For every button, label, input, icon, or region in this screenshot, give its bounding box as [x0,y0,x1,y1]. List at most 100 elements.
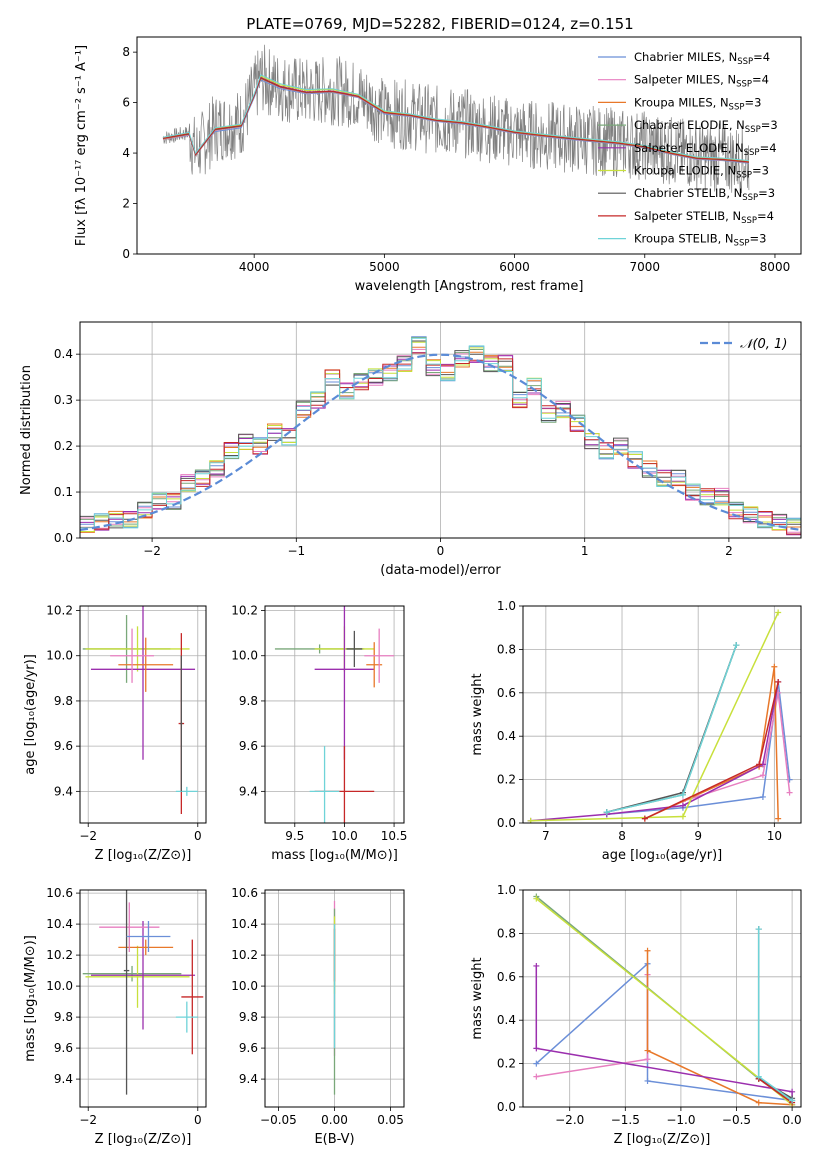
errorbar-plot-area [274,606,395,823]
x-tick-label: 9.5 [285,829,304,843]
x-axis-label: E(B-V) [314,1132,354,1147]
weight-marker [644,947,651,954]
y-tick-label: 10.2 [46,948,73,962]
axes-frame [522,605,802,824]
y-tick-label: 0.0 [54,531,73,545]
weight-marker [533,1060,540,1067]
panel-residuals: −2 −1 0 1 2 0.0 0.1 0.2 0.3 0.4 (data-model)/error… [19,321,802,578]
y-tick-label: 9.4 [54,1072,73,1086]
x-tick-label: 10 [767,829,782,843]
x-tick-label: 9 [694,829,702,843]
axes-frame [79,889,207,1108]
y-tick-label: 10.0 [231,979,258,993]
weight-marker [533,1073,540,1080]
y-tick-label: 0.2 [497,773,516,787]
x-tick-label: −1.5 [611,1113,640,1127]
y-tick-label: 0.3 [54,393,73,407]
y-tick-label: 8 [122,45,130,59]
y-axis-label: mass [log₁₀(M/M⊙)] [23,935,38,1062]
legend-label: Chabrier MILES, NSSP=4 [634,50,770,67]
y-tick-label: 0.4 [497,1013,516,1027]
x-tick-label: −2 [79,1113,97,1127]
y-axis-label: age [log₁₀(age/yr)] [23,654,38,775]
y-tick-label: 9.4 [239,784,258,798]
x-tick-label: 2 [725,544,733,558]
weight-marker [679,791,686,798]
y-axis-label: mass weight [470,957,485,1039]
legend-label: Kroupa MILES, NSSP=3 [634,95,761,112]
x-axis-label: Z [log₁₀(Z/Z⊙)] [614,1132,711,1147]
y-tick-label: 0.4 [54,347,73,361]
y-axis-label: mass weight [470,673,485,755]
model-spectrum-line [162,74,749,162]
weight-marker [771,663,778,670]
y-tick-label: 10.2 [231,604,258,618]
errorbar-plot-area [82,606,198,814]
x-tick-label: 0.0 [783,1113,802,1127]
weight-series-line [682,692,791,803]
weight-marker [775,815,782,822]
x-tick-label: 8 [618,829,626,843]
axes-frame [79,321,802,539]
weight-marker [759,772,766,779]
legend-label: 𝒩(0, 1) [740,337,787,352]
panel-weight-vs-age: 7 8 9 10 0.0 0.2 0.4 0.6 0.8 1.0 age [log₁₀(age/yr… [470,599,802,863]
legend-label: Kroupa ELODIE, NSSP=3 [634,164,769,181]
axes-frame [522,889,802,1108]
weight-marker [533,895,540,902]
x-axis-label: mass [log₁₀(M/M⊙)] [271,848,398,863]
y-tick-label: 10.0 [231,649,258,663]
y-tick-label: 9.6 [239,1041,258,1055]
y-tick-label: 0.1 [54,485,73,499]
legend-label: Salpeter MILES, NSSP=4 [634,73,769,90]
y-tick-label: 0.6 [497,970,516,984]
x-tick-label: 0 [194,1113,202,1127]
weight-series-line [644,666,779,820]
axes-frame [264,889,405,1108]
y-tick-label: 0.8 [497,926,516,940]
x-tick-label: 6000 [499,260,530,274]
x-axis-label: (data-model)/error [380,563,501,578]
x-tick-label: 5000 [369,260,400,274]
weight-marker [755,1073,762,1080]
weight-marker [679,802,686,809]
weight-marker [775,678,782,685]
y-tick-label: 9.6 [54,739,73,753]
y-tick-label: 4 [122,146,130,160]
weight-marker [603,809,610,816]
y-tick-label: 0.0 [497,816,516,830]
y-axis-label: Flux [fλ 10⁻¹⁷ erg cm⁻² s⁻¹ A⁻¹] [74,45,89,246]
x-tick-label: 8000 [760,260,791,274]
weight-marker [533,1045,540,1052]
legend-label: Salpeter STELIB, NSSP=4 [634,209,774,226]
y-tick-label: 6 [122,96,130,110]
x-tick-label: −2 [143,544,161,558]
x-tick-label: 1 [581,544,589,558]
x-tick-label: −1 [287,544,305,558]
weight-marker [641,815,648,822]
legend-label: Chabrier ELODIE, NSSP=3 [634,118,778,135]
y-tick-label: 0 [122,247,130,261]
x-tick-label: 0.05 [377,1113,404,1127]
x-tick-label: 0.00 [321,1113,348,1127]
normal-reference-curve [80,353,801,531]
weight-marker [733,642,740,649]
weight-series-line [535,898,793,1106]
histogram-plot-area [80,336,801,536]
x-tick-label: 10.0 [331,829,358,843]
x-axis-label: wavelength [Angstrom, rest frame] [355,279,584,294]
weight-marker [789,1097,796,1104]
y-tick-label: 9.8 [239,1010,258,1024]
x-tick-label: 0 [194,829,202,843]
panel-mass-vs-EBV: −0.05 0.00 0.05 9.4 9.6 9.8 10.0 10.2 10.4 10.6 E(… [231,886,405,1147]
legend-label: Salpeter ELODIE, NSSP=4 [634,141,777,158]
y-tick-label: 10.6 [46,886,73,900]
x-tick-label: −2.0 [555,1113,584,1127]
y-axis-label: Normed distribution [19,365,34,495]
y-tick-label: 0.2 [54,439,73,453]
weight-plot-area [527,609,793,823]
panel-age-vs-Z: −2 0 9.4 9.6 9.8 10.0 10.2 Z [log₁₀(Z/Z⊙)] age [… [23,604,207,863]
weight-series-line [758,1078,793,1104]
observed-spectrum [162,44,750,195]
